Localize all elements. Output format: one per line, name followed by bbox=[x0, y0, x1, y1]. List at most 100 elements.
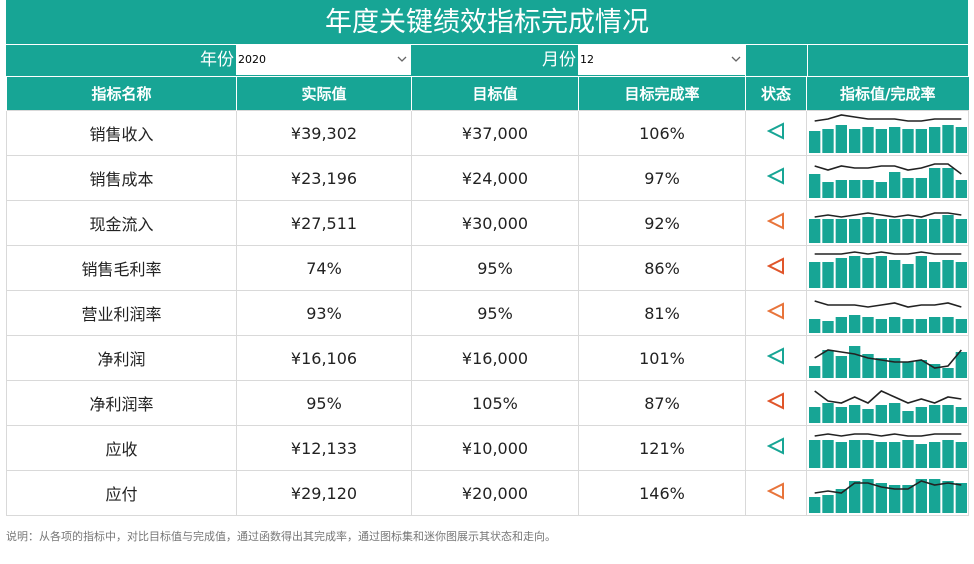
sparkline bbox=[809, 433, 967, 468]
rate-cell: 86% bbox=[578, 245, 746, 291]
spark-bar bbox=[955, 127, 967, 153]
name-cell: 应付 bbox=[6, 470, 237, 516]
status-icon bbox=[766, 302, 784, 320]
spark-bar bbox=[809, 407, 821, 423]
sparkline bbox=[809, 212, 967, 243]
rate-cell: 146% bbox=[578, 470, 746, 516]
spark-bar bbox=[955, 442, 967, 468]
rate-cell: 106% bbox=[578, 110, 746, 156]
spark-bar bbox=[915, 444, 927, 468]
spark-bar bbox=[822, 182, 834, 198]
month-select[interactable]: 12 bbox=[578, 45, 745, 75]
spark-bar bbox=[822, 350, 834, 378]
spark-bar bbox=[849, 129, 861, 153]
name-cell: 销售毛利率 bbox=[6, 245, 237, 291]
year-select[interactable]: 2020 bbox=[236, 45, 411, 75]
spark-bar bbox=[849, 440, 861, 468]
target-cell: ¥10,000 bbox=[411, 425, 579, 471]
status-cell bbox=[745, 470, 807, 516]
header-cell: 指标值/完成率 bbox=[806, 76, 969, 111]
spark-bar bbox=[835, 125, 847, 153]
spark-bar bbox=[835, 317, 847, 333]
header-row: 指标名称 实际值 目标值 目标完成率 状态 指标值/完成率 bbox=[6, 76, 969, 111]
spark-bar bbox=[955, 180, 967, 198]
spark-bar bbox=[915, 178, 927, 198]
spark-bar bbox=[915, 407, 927, 423]
year-label: 年份 bbox=[200, 50, 234, 70]
spark-bar bbox=[889, 260, 901, 288]
spark-bar bbox=[809, 319, 821, 333]
spark-line bbox=[814, 114, 962, 122]
spark-bar bbox=[809, 219, 821, 243]
spark-bar bbox=[929, 442, 941, 468]
name-cell: 应收 bbox=[6, 425, 237, 471]
status-triangle bbox=[766, 122, 784, 140]
actual-cell: ¥12,133 bbox=[236, 425, 412, 471]
status-cell bbox=[745, 290, 807, 336]
status-icon bbox=[766, 257, 784, 275]
sparkline-cell bbox=[806, 425, 969, 471]
spark-bar bbox=[862, 127, 874, 153]
table-row: 销售毛利率 74% 95% 86% bbox=[6, 245, 969, 291]
sparkline-cell bbox=[806, 110, 969, 156]
spark-bar bbox=[955, 319, 967, 333]
kpi-table: 指标名称 实际值 目标值 目标完成率 状态 指标值/完成率 销售收入 ¥39,302 ¥37,… bbox=[6, 76, 969, 516]
spark-bar bbox=[889, 442, 901, 468]
spark-bar bbox=[902, 178, 914, 198]
spark-bar bbox=[849, 346, 861, 378]
spark-bar bbox=[955, 352, 967, 378]
spark-bar bbox=[929, 479, 941, 513]
spark-bar bbox=[889, 127, 901, 153]
spark-line bbox=[814, 212, 962, 218]
sparkline bbox=[809, 300, 967, 333]
spark-bar bbox=[942, 125, 954, 153]
actual-cell: ¥29,120 bbox=[236, 470, 412, 516]
spark-bar bbox=[902, 129, 914, 153]
spark-bar bbox=[875, 319, 887, 333]
sparkline-cell bbox=[806, 290, 969, 336]
spark-bar bbox=[889, 403, 901, 423]
status-cell bbox=[745, 335, 807, 381]
spark-bar bbox=[955, 407, 967, 423]
spark-bar bbox=[942, 440, 954, 468]
spark-bar bbox=[862, 180, 874, 198]
status-cell bbox=[745, 155, 807, 201]
target-cell: 105% bbox=[411, 380, 579, 426]
actual-cell: ¥16,106 bbox=[236, 335, 412, 381]
target-cell: ¥24,000 bbox=[411, 155, 579, 201]
spark-line bbox=[814, 300, 962, 308]
spark-bar bbox=[942, 215, 954, 243]
rate-cell: 92% bbox=[578, 200, 746, 246]
spark-bar bbox=[942, 317, 954, 333]
spark-bar bbox=[822, 495, 834, 513]
spark-line bbox=[814, 163, 962, 175]
spark-bar bbox=[822, 262, 834, 288]
spark-bar bbox=[849, 180, 861, 198]
status-icon bbox=[766, 437, 784, 455]
actual-cell: ¥23,196 bbox=[236, 155, 412, 201]
spark-bar bbox=[849, 481, 861, 513]
name-cell: 净利润率 bbox=[6, 380, 237, 426]
table-row: 销售收入 ¥39,302 ¥37,000 106% bbox=[6, 110, 969, 156]
name-cell: 销售收入 bbox=[6, 110, 237, 156]
table-row: 现金流入 ¥27,511 ¥30,000 92% bbox=[6, 200, 969, 246]
spark-bar bbox=[942, 368, 954, 378]
spark-bar bbox=[889, 317, 901, 333]
spark-bar bbox=[929, 127, 941, 153]
spark-bar bbox=[915, 360, 927, 378]
spark-bar bbox=[902, 319, 914, 333]
target-cell: 95% bbox=[411, 290, 579, 336]
rate-cell: 81% bbox=[578, 290, 746, 336]
table-row: 营业利润率 93% 95% 81% bbox=[6, 290, 969, 336]
spark-bar bbox=[929, 262, 941, 288]
status-triangle bbox=[766, 257, 784, 275]
sparkline-cell bbox=[806, 155, 969, 201]
spark-bar bbox=[915, 479, 927, 513]
spark-bar bbox=[942, 405, 954, 423]
spark-bar bbox=[835, 258, 847, 288]
spark-bar bbox=[849, 315, 861, 333]
filter-bar: 年份 2020 月份 12 bbox=[6, 44, 968, 76]
spark-bar bbox=[849, 256, 861, 288]
spark-bar bbox=[835, 219, 847, 243]
status-triangle bbox=[766, 392, 784, 410]
